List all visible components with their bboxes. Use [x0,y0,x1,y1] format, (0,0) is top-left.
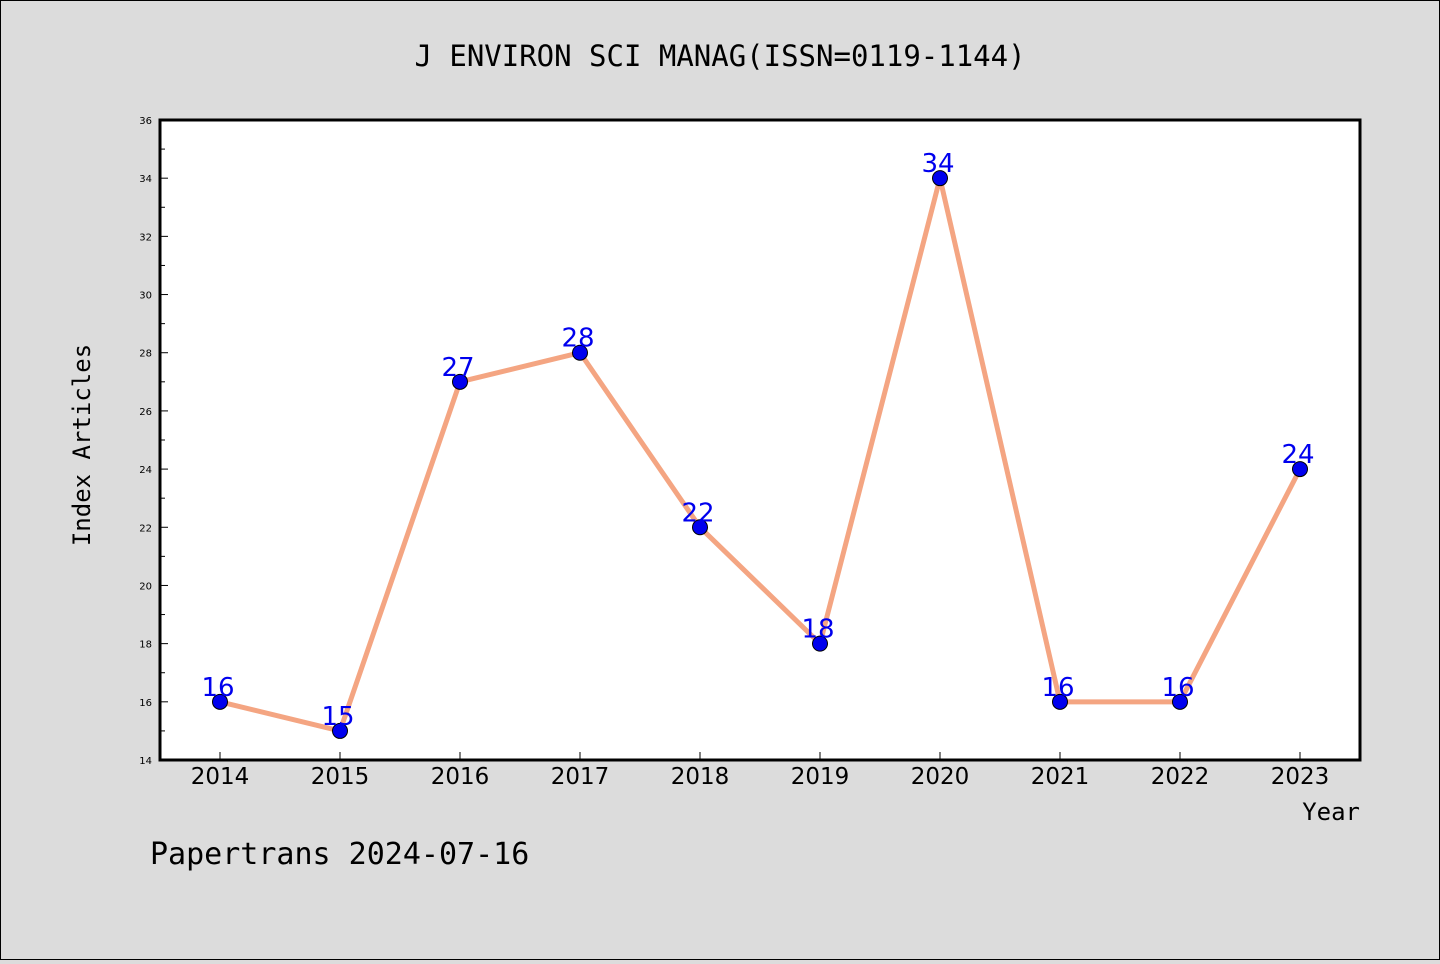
y-tick-label: 22 [139,523,152,534]
y-axis-label: Index Articles [68,344,96,546]
data-point-2016 [452,373,468,390]
data-label-2020: 34 [921,149,954,179]
chart-title: J ENVIRON SCI MANAG(ISSN=0119-1144) [414,39,1025,73]
x-tick-label: 2022 [1151,764,1210,790]
x-tick-label: 2014 [191,764,250,790]
x-axis-ticks: 2014 2015 2016 2017 2018 2019 2020 2021 2022 2023 [191,752,1330,790]
x-tick-label: 2021 [1031,764,1090,790]
x-tick-label: 2017 [551,764,610,790]
data-point-2023 [1292,461,1308,478]
data-labels: 16 15 27 28 22 18 34 16 16 24 [201,149,1314,732]
data-label-2022: 16 [1161,673,1194,703]
y-tick-label: 34 [139,174,152,185]
data-point-2022 [1172,693,1188,710]
data-label-2016: 27 [441,353,474,383]
x-tick-label: 2015 [311,764,370,790]
plot-frame [158,118,1362,762]
y-tick-label: 16 [139,698,152,709]
y-tick-label: 14 [139,756,152,767]
data-label-2019: 18 [801,615,834,645]
series-layer [212,170,1308,739]
data-label-2023: 24 [1281,440,1314,470]
x-tick-label: 2018 [671,764,730,790]
data-point-2015 [332,722,348,739]
x-tick-label: 2016 [431,764,490,790]
data-label-2021: 16 [1041,673,1074,703]
y-tick-label: 20 [139,581,152,592]
y-tick-label: 28 [139,349,152,360]
x-tick-label: 2023 [1271,764,1330,790]
data-label-2015: 15 [321,702,354,732]
y-tick-label: 32 [139,232,152,243]
y-tick-label: 24 [139,465,152,476]
data-label-2017: 28 [561,324,594,354]
series-line [217,175,1303,734]
x-tick-label: 2020 [911,764,970,790]
plot-area [160,120,1360,760]
y-tick-label: 36 [139,116,152,127]
x-tick-label: 2019 [791,764,850,790]
data-point-2017 [572,344,588,361]
data-point-2021 [1052,693,1068,710]
x-axis-label: Year [1302,798,1360,826]
data-point-2018 [692,519,708,536]
y-tick-label: 18 [139,640,152,651]
data-point-2019 [812,635,828,652]
data-point-2014 [212,693,228,710]
y-tick-label: 26 [139,407,152,418]
data-point-2020 [932,170,948,187]
y-tick-label: 30 [139,291,152,302]
footer-text: Papertrans 2024-07-16 [150,837,529,872]
data-label-2014: 16 [201,673,234,703]
data-label-2018: 22 [681,498,714,528]
